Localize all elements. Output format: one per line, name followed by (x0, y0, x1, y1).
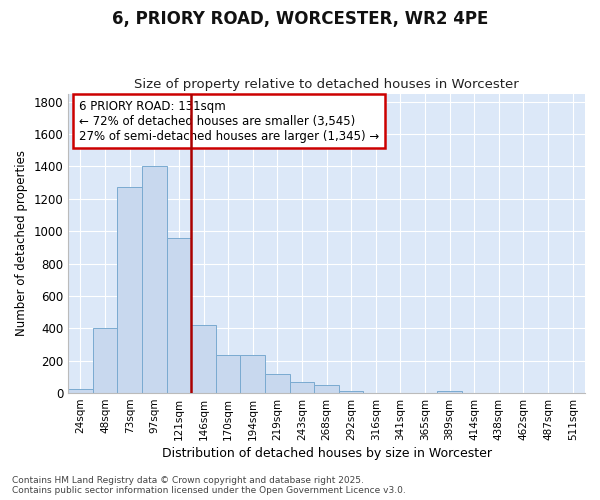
Text: 6, PRIORY ROAD, WORCESTER, WR2 4PE: 6, PRIORY ROAD, WORCESTER, WR2 4PE (112, 10, 488, 28)
Bar (118, 188, 142, 393)
X-axis label: Distribution of detached houses by size in Worcester: Distribution of detached houses by size … (161, 447, 491, 460)
Bar (314, 385, 339, 393)
Bar (241, 355, 265, 393)
Text: Contains HM Land Registry data © Crown copyright and database right 2025.
Contai: Contains HM Land Registry data © Crown c… (12, 476, 406, 495)
Bar (290, 382, 314, 393)
Bar (167, 238, 191, 393)
Bar (216, 355, 241, 393)
Bar (191, 325, 216, 393)
Y-axis label: Number of detached properties: Number of detached properties (15, 150, 28, 336)
Bar (265, 374, 290, 393)
Text: 6 PRIORY ROAD: 131sqm
← 72% of detached houses are smaller (3,545)
27% of semi-d: 6 PRIORY ROAD: 131sqm ← 72% of detached … (79, 100, 379, 142)
Bar (68, 389, 93, 393)
Bar (142, 166, 167, 393)
Bar (437, 390, 462, 393)
Bar (339, 390, 364, 393)
Title: Size of property relative to detached houses in Worcester: Size of property relative to detached ho… (134, 78, 519, 91)
Bar (93, 328, 118, 393)
